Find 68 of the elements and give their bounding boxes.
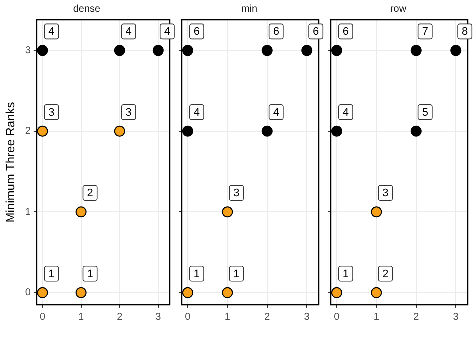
annotation: 3 [48,106,55,119]
y-tick-label: 1 [25,206,32,218]
point [222,287,234,298]
annotation: 1 [194,268,200,280]
annotation: 3 [126,106,132,119]
annotation: 6 [273,26,280,38]
annotation: 3 [234,188,240,200]
x-tick-label: 2 [264,312,271,323]
point [182,126,194,137]
annotation: 6 [342,26,350,38]
x-tick-label: 0 [185,312,192,323]
x-tick-label: 1 [374,312,380,323]
annotation: 4 [273,106,280,119]
x-tick-label: 2 [117,312,124,323]
annotation: 3 [382,188,389,200]
y-tick-label: 0 [25,288,32,299]
point [262,45,273,56]
x-tick-label: 1 [78,312,85,323]
annotation: 1 [342,268,350,280]
annotation: 2 [382,268,389,280]
annotation: 8 [462,26,468,38]
point [331,126,342,137]
point [371,206,382,218]
point [37,126,48,137]
x-tick-label: 1 [224,312,231,323]
point [152,45,164,56]
point [37,45,48,56]
x-tick-label: 3 [453,312,460,323]
annotation: 1 [87,268,94,280]
x-tick-label: 2 [414,312,420,323]
point [410,45,422,56]
point [182,287,194,298]
point [371,287,382,298]
annotation: 1 [48,268,55,280]
chart-title: min [241,4,258,15]
annotation: 4 [342,106,350,119]
point [114,45,126,56]
annotation: 2 [87,188,94,200]
point [182,45,194,56]
point [222,206,234,218]
x-tick-label: 0 [334,312,340,323]
point [302,45,313,56]
annotation: 4 [48,26,55,38]
annotation: 6 [313,26,320,38]
annotation: 4 [164,26,170,38]
y-axis-title: Minimum Three Ranks [4,102,18,223]
annotation: 6 [194,26,200,38]
point [262,126,273,137]
x-tick-label: 0 [40,312,46,323]
annotation: 4 [194,106,200,119]
chart-title: row [390,4,408,15]
annotation: 7 [422,26,428,38]
point [331,287,342,298]
point [76,206,87,218]
x-tick-label: 3 [304,312,310,323]
point [76,287,87,298]
point [410,126,422,137]
chart-title: dense [73,4,102,15]
annotation: 5 [422,106,428,119]
y-tick-label: 3 [25,45,32,56]
annotation: 1 [234,268,240,280]
point [37,287,48,298]
x-tick-label: 3 [156,312,162,323]
point [114,126,126,137]
point [331,45,342,56]
y-tick-label: 2 [25,126,32,138]
point [450,45,462,56]
annotation: 4 [126,26,132,38]
